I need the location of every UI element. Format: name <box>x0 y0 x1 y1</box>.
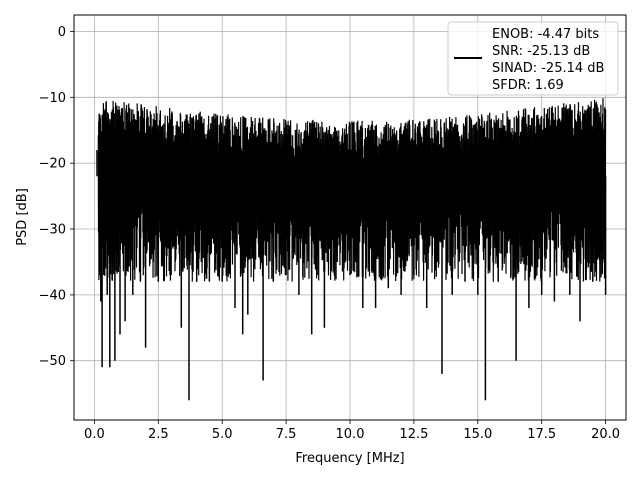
x-tick-label: 15.0 <box>463 427 492 442</box>
legend-line-enob: ENOB: -4.47 bits <box>492 27 599 42</box>
psd-series-line <box>96 150 607 401</box>
y-tick-label: −50 <box>39 354 66 369</box>
y-axis-label: PSD [dB] <box>15 188 30 246</box>
x-axis-ticks: 0.0 2.5 5.0 7.5 10.0 12.5 15.0 17.5 20.0 <box>84 420 620 442</box>
x-tick-label: 17.5 <box>527 427 556 442</box>
legend-line-snr: SNR: -25.13 dB <box>492 44 590 59</box>
x-tick-label: 2.5 <box>148 427 169 442</box>
psd-noise-path <box>97 98 607 282</box>
y-tick-label: −40 <box>39 288 66 303</box>
legend-line-sfdr: SFDR: 1.69 <box>492 78 564 93</box>
y-tick-label: 0 <box>58 25 66 40</box>
x-tick-label: 0.0 <box>84 427 105 442</box>
legend-box <box>447 21 619 96</box>
psd-noise-texture <box>97 98 607 282</box>
x-tick-label: 12.5 <box>399 427 428 442</box>
x-tick-label: 7.5 <box>276 427 297 442</box>
x-axis-label: Frequency [MHz] <box>295 451 404 466</box>
y-tick-label: −10 <box>39 91 66 106</box>
x-tick-label: 5.0 <box>212 427 233 442</box>
psd-series <box>96 150 607 401</box>
y-tick-label: −30 <box>39 223 66 238</box>
y-tick-label: −20 <box>39 157 66 172</box>
legend-line-sinad: SINAD: -25.14 dB <box>492 61 604 76</box>
legend: ENOB: -4.47 bits SNR: -25.13 dB SINAD: -… <box>447 21 619 96</box>
x-tick-label: 10.0 <box>336 427 365 442</box>
y-axis-ticks: 0 −10 −20 −30 −40 −50 <box>39 25 74 369</box>
x-tick-label: 20.0 <box>591 427 620 442</box>
